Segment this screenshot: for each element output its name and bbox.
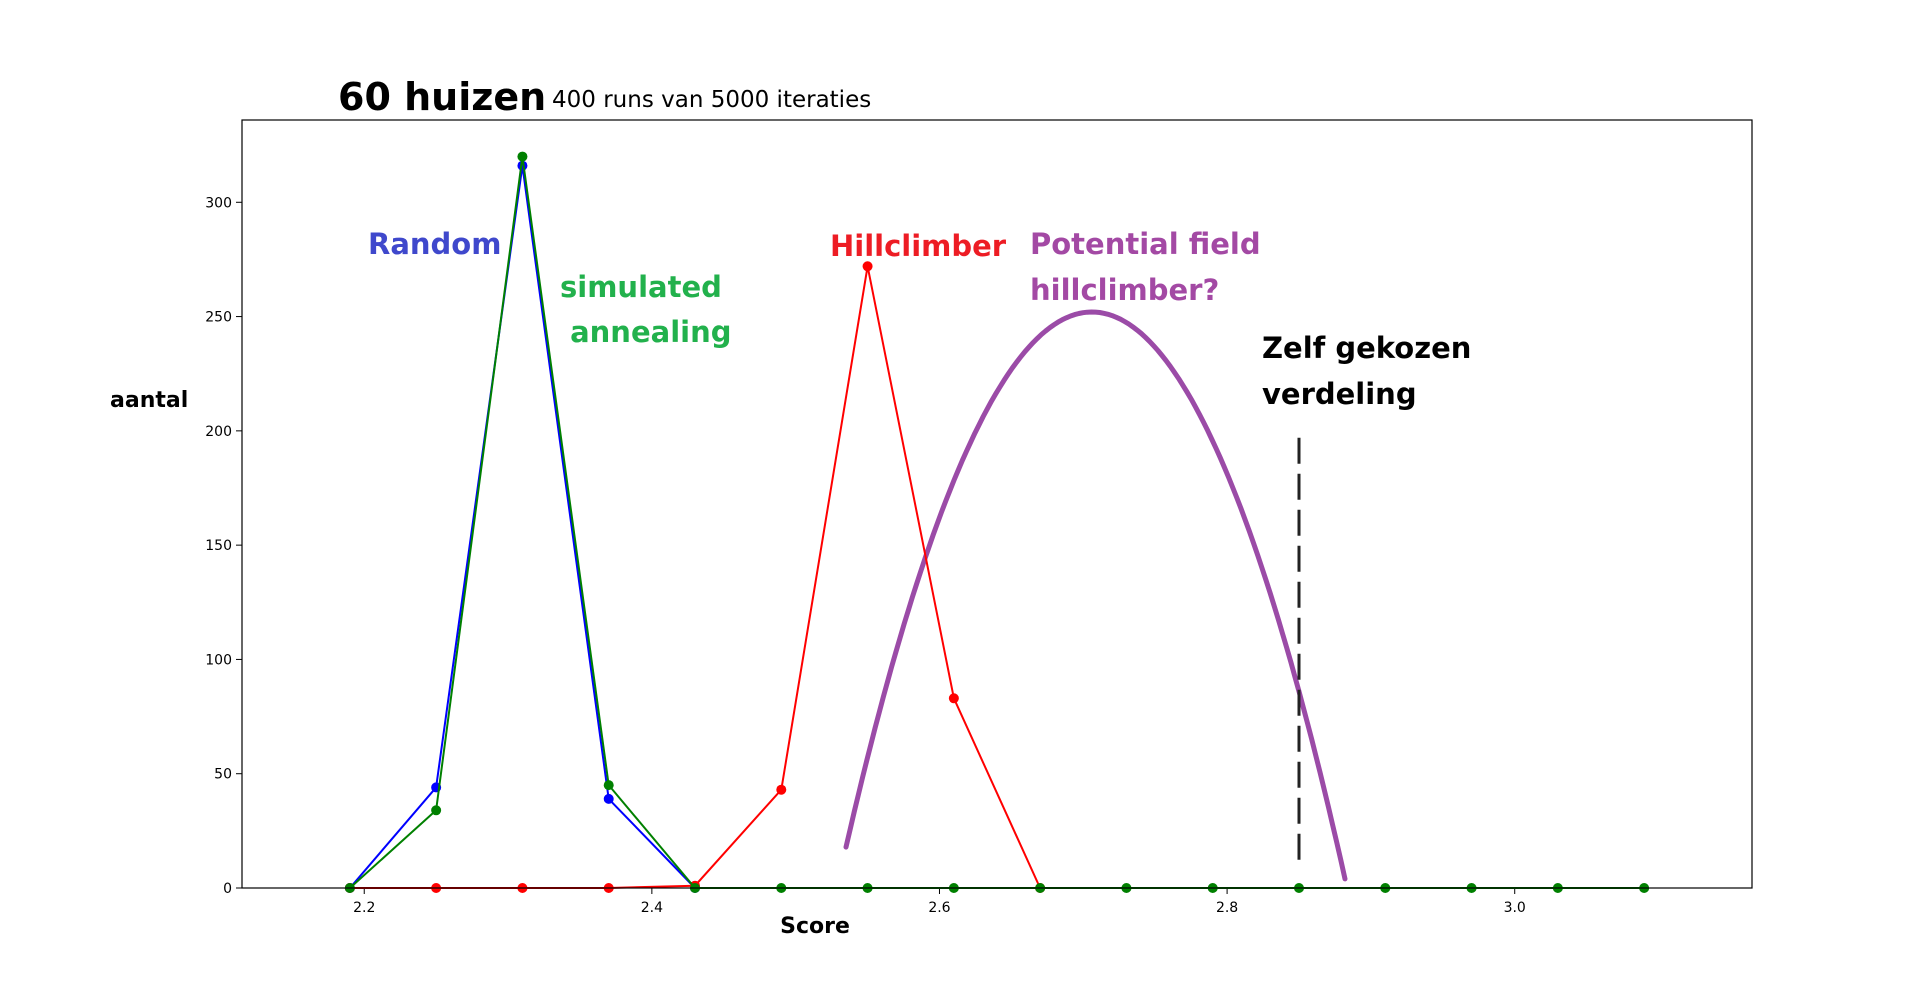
point-random-3 xyxy=(603,793,614,804)
point-hillclimber-5 xyxy=(776,784,787,795)
x-tick-label-3.0: 3.0 xyxy=(1504,900,1526,916)
y-tick-label-50: 50 xyxy=(214,767,232,783)
y-axis-label: aantal xyxy=(110,388,188,413)
series-line-hillclimber xyxy=(349,266,1042,889)
point-simulated-annealing-3 xyxy=(603,780,614,791)
y-tick-label-200: 200 xyxy=(205,424,232,440)
annotation-random: Random xyxy=(368,227,501,261)
x-tick-label-2.4: 2.4 xyxy=(641,900,663,916)
point-hillclimber-7 xyxy=(948,693,959,704)
point-simulated-annealing-2 xyxy=(517,151,528,162)
annotation-random-line: Random xyxy=(368,227,501,261)
annotation-hillclimber-line: Hillclimber xyxy=(830,229,1007,263)
x-tick-label-2.2: 2.2 xyxy=(353,900,375,916)
point-simulated-annealing-1 xyxy=(431,805,442,816)
potential-field-curve xyxy=(843,309,1348,882)
y-tick-label-300: 300 xyxy=(205,195,232,211)
x-tick-label-2.6: 2.6 xyxy=(928,900,950,916)
annotation-simulated-annealing-line-2: annealing xyxy=(560,315,731,349)
annotation-zelf-gekozen-line-2: verdeling xyxy=(1262,377,1417,411)
y-tick-label-100: 100 xyxy=(205,652,232,668)
annotation-potential-field-line-2: hillclimber? xyxy=(1030,273,1219,307)
annotation-simulated-annealing: simulated annealing xyxy=(560,270,772,349)
annotation-zelf-gekozen: Zelf gekozen verdeling xyxy=(1262,331,1482,411)
x-tick-label-2.8: 2.8 xyxy=(1216,900,1238,916)
chart-title: 60 huizen xyxy=(338,75,546,119)
annotation-zelf-gekozen-line-1: Zelf gekozen xyxy=(1262,331,1471,365)
annotation-simulated-annealing-line-1: simulated xyxy=(560,270,722,304)
series-line-simulated-annealing xyxy=(349,156,1645,889)
y-tick-label-150: 150 xyxy=(205,538,232,554)
plot-frame xyxy=(241,119,1753,889)
y-tick-label-250: 250 xyxy=(205,310,232,326)
x-axis-label: Score xyxy=(780,914,850,939)
chart-subtitle: 400 runs van 5000 iteraties xyxy=(552,87,871,113)
annotation-hillclimber: Hillclimber xyxy=(830,229,1007,263)
y-tick-label-0: 0 xyxy=(223,881,232,897)
annotation-potential-field: Potential field hillclimber? xyxy=(1030,227,1271,307)
annotation-potential-field-line-1: Potential field xyxy=(1030,227,1261,261)
point-hillclimber-6 xyxy=(862,261,873,272)
axis-ticks: 2.2 2.4 2.6 2.8 3.0 0 50 100 150 200 250 300 xyxy=(205,195,1526,916)
